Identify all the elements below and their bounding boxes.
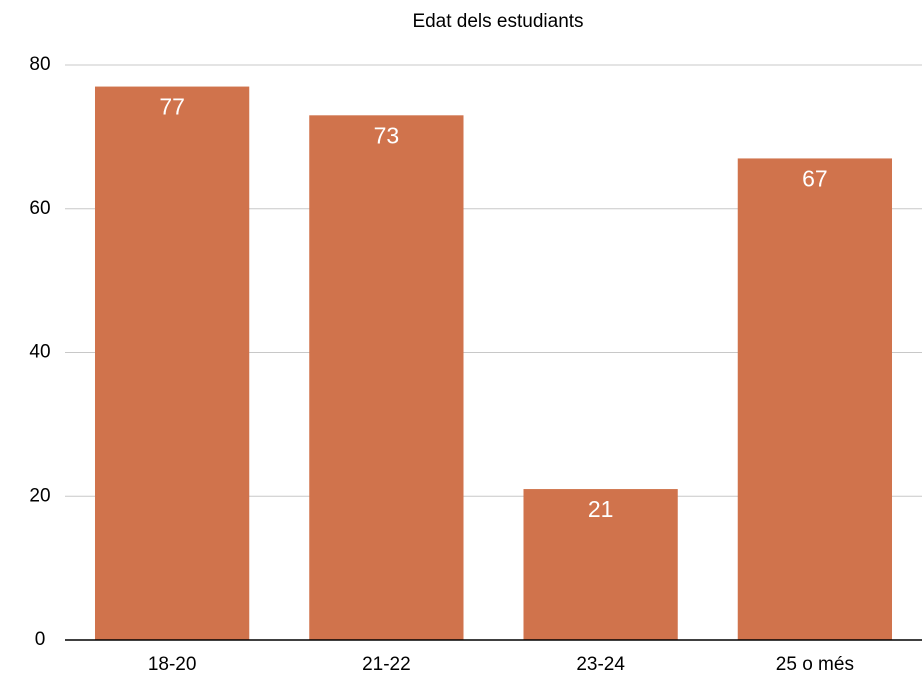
y-tick-label: 60 xyxy=(29,198,50,219)
bar xyxy=(523,489,678,640)
x-tick-label: 18-20 xyxy=(148,654,197,675)
bar xyxy=(94,86,250,640)
value-label: 77 xyxy=(159,94,185,120)
y-tick-label: 20 xyxy=(29,485,50,506)
chart-title: Edat dels estudiants xyxy=(412,11,583,32)
value-label: 67 xyxy=(802,166,828,192)
x-tick-label: 25 o més xyxy=(776,654,854,675)
value-label: 73 xyxy=(374,122,400,148)
x-tick-label: 23-24 xyxy=(576,654,625,675)
bar xyxy=(309,115,464,640)
value-label: 21 xyxy=(588,496,614,522)
bar xyxy=(737,158,893,640)
y-tick-label: 80 xyxy=(29,54,50,75)
y-tick-label: 0 xyxy=(35,629,46,650)
x-tick-label: 21-22 xyxy=(362,654,411,675)
y-tick-label: 40 xyxy=(29,342,50,363)
